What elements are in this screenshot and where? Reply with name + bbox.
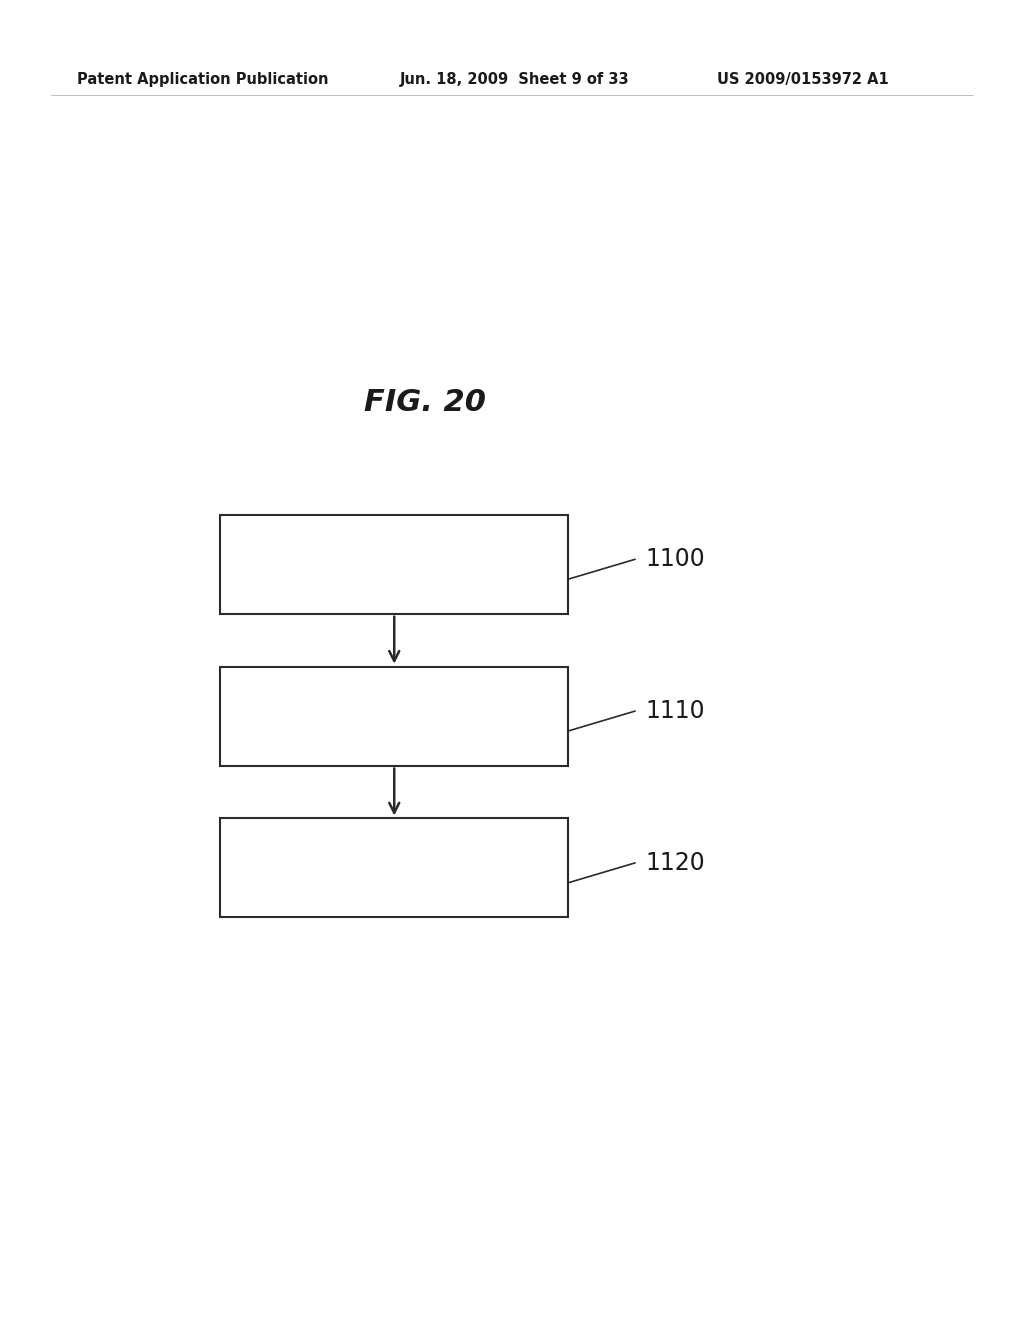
Text: 1100: 1100 bbox=[645, 548, 705, 572]
Bar bbox=[220, 515, 568, 614]
Text: FIG. 20: FIG. 20 bbox=[364, 388, 485, 417]
Bar bbox=[220, 818, 568, 917]
Text: Jun. 18, 2009  Sheet 9 of 33: Jun. 18, 2009 Sheet 9 of 33 bbox=[399, 71, 629, 87]
Text: 1120: 1120 bbox=[645, 851, 705, 875]
Text: 1110: 1110 bbox=[645, 700, 705, 723]
Text: US 2009/0153972 A1: US 2009/0153972 A1 bbox=[717, 71, 889, 87]
Text: Patent Application Publication: Patent Application Publication bbox=[77, 71, 329, 87]
Bar bbox=[220, 667, 568, 766]
